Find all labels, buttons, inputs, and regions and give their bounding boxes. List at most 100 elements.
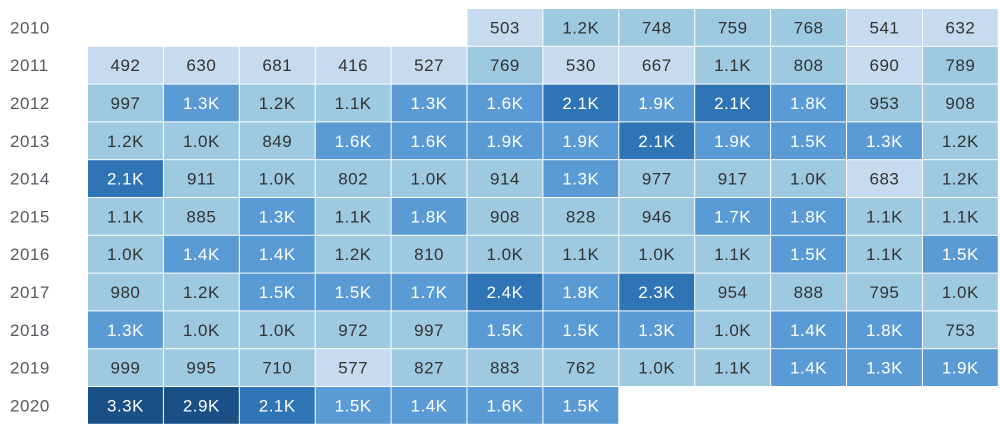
cell-value-label: 1.5K [562,321,599,340]
heatmap-cell [543,9,619,46]
heatmap-cell [847,46,922,84]
cell-value-label: 492 [111,56,141,75]
heatmap-cell [88,235,163,273]
cell-value-label: 2.4K [486,283,523,302]
cell-value-label: 953 [870,94,900,113]
heatmap-cell [695,160,771,197]
cell-value-label: 1.6K [486,396,523,415]
heatmap-cell [922,235,998,273]
row-label: 2014 [10,170,50,189]
cell-value-label: 1.0K [486,245,523,264]
heatmap-cell [391,311,467,349]
heatmap-cell [163,349,239,386]
cell-value-label: 768 [794,18,824,37]
heatmap-cell [467,349,543,386]
cell-value-label: 1.5K [335,396,372,415]
cell-value-label: 632 [945,18,975,37]
cell-value-label: 914 [490,170,520,189]
heatmap-cell [771,122,846,160]
heatmap-cell [467,160,543,197]
row-label: 2017 [10,283,50,302]
heatmap-cell [315,387,391,424]
cell-value-label: 1.5K [335,283,372,302]
cell-value-label: 1.0K [411,170,448,189]
cell-value-label: 2.1K [259,396,296,415]
heatmap-cell [391,46,467,84]
cell-value-label: 977 [642,170,672,189]
heatmap-cell [239,349,315,386]
cell-value-label: 683 [870,170,900,189]
cell-value-label: 1.8K [866,321,903,340]
heatmap-cell [315,122,391,160]
cell-value-label: 1.5K [790,245,827,264]
heatmap-cell [771,311,846,349]
heatmap-cell [771,349,846,386]
cell-value-label: 1.9K [562,132,599,151]
cell-value-label: 1.3K [638,321,675,340]
cell-value-label: 954 [718,283,748,302]
heatmap-cell [847,160,922,197]
heatmap-cell [467,235,543,273]
cell-value-label: 748 [642,18,672,37]
heatmap-cell [695,9,771,46]
heatmap-cell [239,84,315,122]
heatmap-cell [163,84,239,122]
cell-value-label: 416 [338,56,368,75]
cell-value-label: 802 [338,170,368,189]
cell-value-label: 885 [186,207,216,226]
cell-value-label: 911 [187,170,216,189]
cell-value-label: 1.2K [107,132,144,151]
heatmap-cell [847,9,922,46]
cell-value-label: 888 [794,283,824,302]
heatmap-cell [467,9,543,46]
cell-value-label: 2.1K [638,132,675,151]
heatmap-cell [922,198,998,235]
cell-value-label: 1.0K [259,170,296,189]
cell-value-label: 1.8K [790,207,827,226]
cell-value-label: 1.0K [942,283,979,302]
cell-value-label: 1.4K [790,359,827,378]
cell-value-label: 1.1K [714,56,751,75]
cell-value-label: 1.7K [714,207,751,226]
cell-value-label: 1.2K [942,170,979,189]
heatmap-cell [619,84,695,122]
heatmap-cell [695,311,771,349]
cell-value-label: 1.9K [714,132,751,151]
row-label: 2019 [10,359,50,378]
row-label: 2011 [10,56,49,75]
cell-value-label: 710 [262,359,292,378]
cell-value-label: 1.0K [107,245,144,264]
heatmap-cell [88,84,163,122]
heatmap-cell [239,198,315,235]
cell-value-label: 972 [338,321,368,340]
cell-value-label: 2.1K [562,94,599,113]
cell-value-label: 759 [718,18,748,37]
heatmap-cell [771,235,846,273]
heatmap-cell [315,273,391,311]
cell-value-label: 1.0K [259,321,296,340]
heatmap-cell [771,160,846,197]
cell-value-label: 1.1K [942,207,979,226]
cell-value-label: 1.5K [259,283,296,302]
heatmap-cell [619,160,695,197]
heatmap-cell [619,349,695,386]
heatmap-cell [163,122,239,160]
heatmap-cell [922,46,998,84]
heatmap-cell [163,160,239,197]
cell-value-label: 1.3K [866,359,903,378]
cell-value-label: 1.3K [259,207,296,226]
heatmap-cell [239,122,315,160]
heatmap-cell [391,387,467,424]
cell-value-label: 795 [870,283,900,302]
heatmap-cell [695,198,771,235]
heatmap-cell [467,46,543,84]
cell-value-label: 1.8K [562,283,599,302]
heatmap-cell [467,198,543,235]
cell-value-label: 908 [945,94,975,113]
heatmap-cell [543,387,619,424]
cell-value-label: 541 [870,18,900,37]
cell-value-label: 2.9K [183,396,220,415]
heatmap-cell [391,122,467,160]
cell-value-label: 1.3K [411,94,448,113]
